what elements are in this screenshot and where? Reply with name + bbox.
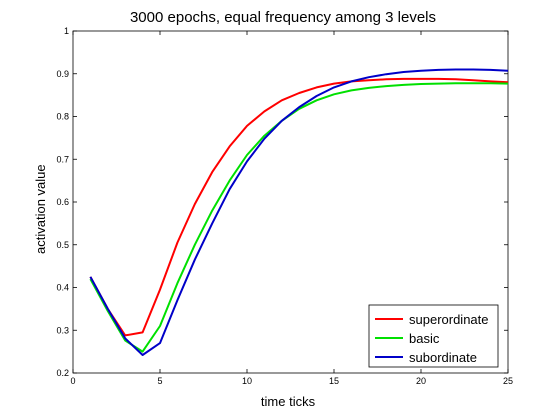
legend: superordinate basic subordinate <box>368 304 499 368</box>
series-line-subordinate <box>89 68 509 356</box>
x-tick-label: 25 <box>503 376 513 386</box>
y-axis-label: activation value <box>33 164 48 254</box>
y-tick-label: 0.9 <box>56 69 69 79</box>
legend-items: superordinate basic subordinate <box>375 312 489 365</box>
axis-ticks: 0 5 10 15 20 25 0.2 0.3 0.4 0.5 0.6 0.7 0.8 0.9 1 <box>56 26 513 386</box>
y-axis-label-clip: activation value <box>33 164 48 254</box>
legend-clip: superordinate basic subordinate <box>375 312 489 365</box>
y-tick-label: 0.2 <box>56 368 69 378</box>
series-line-superordinate <box>89 77 509 337</box>
x-tick-label: 20 <box>416 376 426 386</box>
y-tick-label: 0.4 <box>56 283 69 293</box>
legend-label: subordinate <box>409 350 477 365</box>
y-tick-label: 0.7 <box>56 154 69 164</box>
y-tick-label: 0.3 <box>56 325 69 335</box>
x-axis-label: time ticks <box>261 394 316 409</box>
legend-label: superordinate <box>409 312 489 327</box>
x-tick-label: 0 <box>70 376 75 386</box>
chart-title: 3000 epochs, equal frequency among 3 lev… <box>130 9 436 26</box>
legend-label: basic <box>409 331 440 346</box>
series-line-basic <box>89 82 509 353</box>
y-tick-label: 0.5 <box>56 240 69 250</box>
x-tick-label: 5 <box>157 376 162 386</box>
x-tick-label: 10 <box>242 376 252 386</box>
y-tick-label: 0.8 <box>56 112 69 122</box>
x-tick-label: 15 <box>329 376 339 386</box>
series-lines <box>89 68 509 356</box>
y-tick-label: 0.6 <box>56 197 69 207</box>
y-tick-label: 1 <box>64 26 69 36</box>
